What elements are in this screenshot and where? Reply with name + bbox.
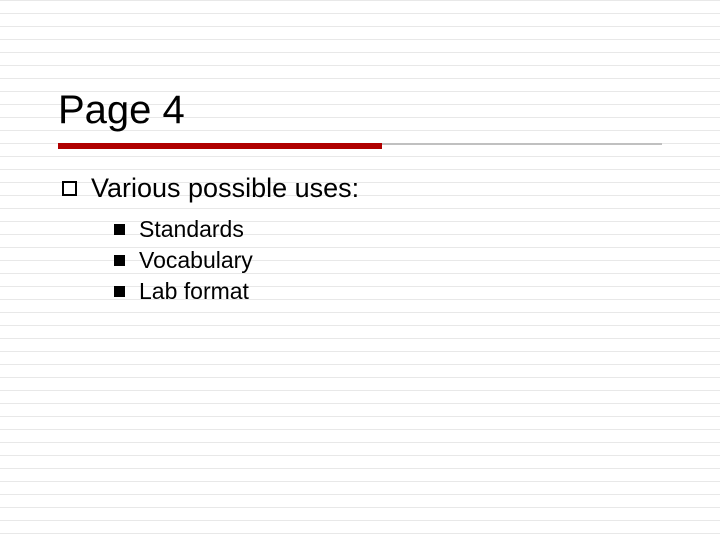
title-underline xyxy=(58,143,662,149)
level2-text: Standards xyxy=(139,216,244,243)
square-fill-icon xyxy=(114,255,125,266)
list-item: Standards xyxy=(114,216,662,243)
level2-list: Standards Vocabulary Lab format xyxy=(114,216,662,305)
slide-container: Page 4 Various possible uses: Standards … xyxy=(0,0,720,540)
level1-text: Various possible uses: xyxy=(91,173,359,204)
bullet-level1: Various possible uses: xyxy=(62,173,662,204)
square-fill-icon xyxy=(114,286,125,297)
level2-text: Lab format xyxy=(139,278,249,305)
page-title: Page 4 xyxy=(58,88,662,133)
square-outline-icon xyxy=(62,181,77,196)
underline-thin-segment xyxy=(382,143,662,145)
level2-text: Vocabulary xyxy=(139,247,253,274)
underline-thick-segment xyxy=(58,143,382,149)
list-item: Vocabulary xyxy=(114,247,662,274)
square-fill-icon xyxy=(114,224,125,235)
list-item: Lab format xyxy=(114,278,662,305)
